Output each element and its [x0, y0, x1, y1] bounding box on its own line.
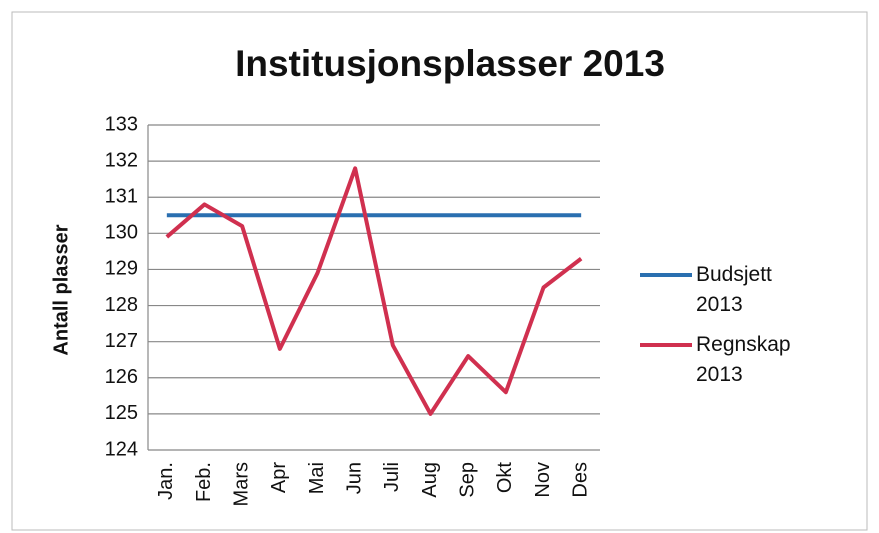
chart-title: Institusjonsplasser 2013 — [235, 43, 665, 84]
x-tick-label: Jun — [343, 462, 365, 494]
chart-frame — [11, 11, 868, 531]
y-tick-label: 130 — [105, 222, 138, 244]
y-tick-label: 131 — [105, 186, 138, 208]
data-line — [165, 166, 583, 416]
y-tick-label: 129 — [105, 258, 138, 280]
x-tick-label: Aug — [419, 462, 441, 498]
x-tick-label: Apr — [268, 462, 290, 493]
legend-label: Budsjett 2013 — [696, 263, 772, 316]
y-tick-label: 132 — [105, 149, 138, 171]
x-tick-label: Nov — [532, 462, 554, 498]
legend-label: Regnskap 2013 — [696, 333, 791, 386]
y-tick-label: 126 — [105, 366, 138, 388]
y-tick-label: 128 — [105, 294, 138, 316]
y-axis-label: Antall plasser — [50, 224, 72, 355]
y-tick-label: 133 — [105, 113, 138, 135]
x-tick-label: Jan. — [155, 462, 177, 500]
y-tick-label: 125 — [105, 402, 138, 424]
x-tick-label: Mars — [230, 462, 252, 506]
x-tick-label: Sep — [456, 462, 478, 498]
x-tick-label: Mai — [306, 462, 328, 494]
x-tick-label: Juli — [381, 462, 403, 492]
x-tick-label: Feb. — [193, 462, 215, 502]
x-tick-label: Okt — [494, 462, 516, 494]
y-tick-label: 124 — [105, 438, 138, 460]
y-tick-label: 127 — [105, 330, 138, 352]
x-tick-label: Des — [569, 462, 591, 498]
